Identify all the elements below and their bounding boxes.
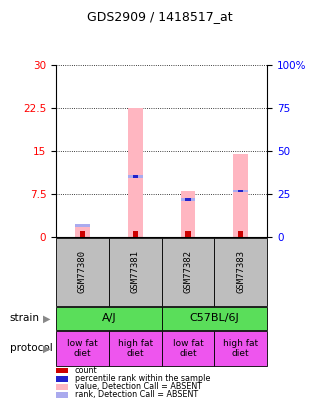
Bar (233, 154, 248, 237)
Text: high fat
diet: high fat diet (118, 339, 153, 358)
Bar (132, 175, 138, 178)
Text: rank, Detection Call = ABSENT: rank, Detection Call = ABSENT (75, 390, 198, 399)
Bar (75, 226, 90, 237)
Bar (185, 198, 191, 201)
Bar (233, 190, 248, 192)
Text: GSM77383: GSM77383 (236, 250, 245, 293)
Text: GSM77380: GSM77380 (78, 250, 87, 293)
Text: high fat
diet: high fat diet (223, 339, 258, 358)
Text: count: count (75, 366, 97, 375)
Text: C57BL/6J: C57BL/6J (189, 313, 239, 323)
Text: GSM77382: GSM77382 (183, 250, 193, 293)
Bar (128, 108, 143, 237)
Text: ▶: ▶ (43, 313, 50, 323)
Bar (238, 231, 244, 237)
Bar (128, 175, 143, 178)
Text: A/J: A/J (101, 313, 116, 323)
Bar (238, 190, 244, 192)
Bar (75, 224, 90, 227)
Text: low fat
diet: low fat diet (172, 339, 204, 358)
Bar (80, 231, 85, 237)
Text: GSM77381: GSM77381 (131, 250, 140, 293)
Bar (180, 191, 196, 237)
Text: value, Detection Call = ABSENT: value, Detection Call = ABSENT (75, 382, 202, 391)
Text: low fat
diet: low fat diet (67, 339, 98, 358)
Bar (185, 231, 191, 237)
Bar (132, 231, 138, 237)
Text: ▶: ▶ (43, 343, 50, 353)
Text: GDS2909 / 1418517_at: GDS2909 / 1418517_at (87, 10, 233, 23)
Text: percentile rank within the sample: percentile rank within the sample (75, 374, 210, 383)
Text: protocol: protocol (10, 343, 52, 353)
Text: strain: strain (10, 313, 40, 323)
Bar (180, 198, 196, 201)
